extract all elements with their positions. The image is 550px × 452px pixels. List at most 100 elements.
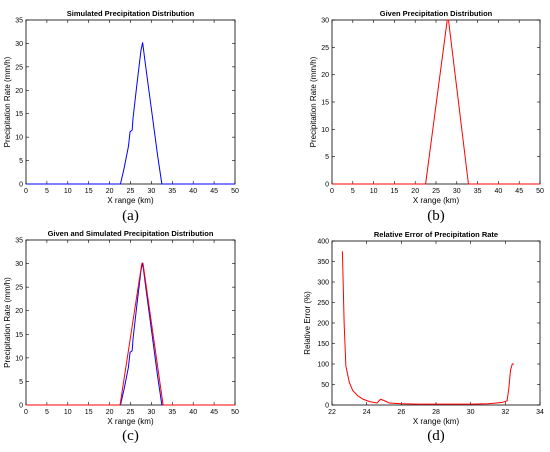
y-tick-label: 30 — [321, 18, 329, 25]
chart-title: Relative Error of Precipitation Rate — [374, 230, 498, 239]
y-tick-label: 25 — [321, 45, 329, 52]
chart-panel-1: Simulated Precipitation Distribution 0 5 10… — [3, 9, 239, 224]
x-tick-label: 30 — [148, 188, 156, 195]
x-tick-label: 5 — [351, 188, 355, 195]
y-tick-label: 20 — [15, 308, 23, 315]
series-line — [341, 251, 514, 405]
x-axis-label: X range (km) — [107, 196, 154, 205]
x-tick-label: 20 — [106, 188, 114, 195]
x-tick-label: 30 — [453, 188, 461, 195]
x-tick-label: 20 — [106, 409, 114, 416]
y-tick-label: 35 — [15, 238, 23, 245]
x-axis-label: X range (km) — [413, 417, 460, 426]
y-tick-label: 0 — [19, 403, 23, 410]
y-tick-label: 400 — [317, 239, 329, 246]
series-line — [26, 263, 235, 406]
x-tick-label: 10 — [64, 409, 72, 416]
y-tick-label: 30 — [15, 41, 23, 48]
x-tick-label: 40 — [189, 188, 197, 195]
chart-title: Given and Simulated Precipitation Distri… — [48, 229, 214, 238]
y-axis-label: Precipitation Rate (mm/h) — [3, 56, 12, 147]
panel-label: (d) — [427, 428, 445, 444]
panel-label: (b) — [427, 208, 445, 224]
x-tick-label: 50 — [231, 409, 239, 416]
x-tick-label: 5 — [45, 188, 49, 195]
y-tick-label: 15 — [15, 332, 23, 339]
plot-frame — [25, 19, 236, 185]
y-tick-label: 200 — [317, 321, 329, 328]
x-tick-label: 35 — [168, 188, 176, 195]
y-tick-label: 150 — [317, 341, 329, 348]
x-tick-label: 50 — [536, 188, 544, 195]
x-tick-label: 10 — [64, 188, 72, 195]
x-axis-label: X range (km) — [413, 196, 460, 205]
y-tick-label: 5 — [19, 158, 23, 165]
x-tick-label: 35 — [168, 409, 176, 416]
y-tick-label: 0 — [325, 403, 329, 410]
y-tick-label: 25 — [15, 64, 23, 71]
y-tick-label: 25 — [15, 285, 23, 292]
x-tick-label: 30 — [467, 409, 475, 416]
chart-panel-2: Given Precipitation Distribution 0 5 10 15 20… — [309, 9, 544, 224]
y-tick-label: 15 — [15, 111, 23, 118]
x-tick-label: 0 — [24, 409, 28, 416]
x-tick-label: 25 — [127, 188, 135, 195]
y-axis-label: Precipitation Rate (mm/h) — [309, 56, 318, 147]
y-tick-label: 0 — [325, 182, 329, 189]
y-tick-label: 15 — [321, 100, 329, 107]
y-tick-label: 5 — [325, 154, 329, 161]
series-line — [26, 42, 235, 185]
x-tick-label: 40 — [189, 409, 197, 416]
y-tick-label: 20 — [321, 72, 329, 79]
x-tick-label: 0 — [24, 188, 28, 195]
y-tick-label: 30 — [15, 261, 23, 268]
y-tick-label: 5 — [19, 379, 23, 386]
y-tick-label: 350 — [317, 259, 329, 266]
plot-frame — [331, 240, 541, 406]
y-tick-label: 50 — [321, 382, 329, 389]
x-tick-label: 28 — [432, 409, 440, 416]
y-tick-label: 10 — [15, 355, 23, 362]
y-tick-label: 300 — [317, 280, 329, 287]
x-tick-label: 40 — [495, 188, 503, 195]
x-tick-label: 0 — [330, 188, 334, 195]
chart-title: Simulated Precipitation Distribution — [67, 9, 195, 18]
x-tick-label: 15 — [391, 188, 399, 195]
y-axis-label: Precipitation Rate (mm/h) — [3, 277, 12, 368]
x-tick-label: 10 — [370, 188, 378, 195]
x-tick-label: 45 — [210, 409, 218, 416]
chart-title: Given Precipitation Distribution — [380, 9, 493, 18]
panel-label: (a) — [122, 208, 139, 224]
x-tick-label: 50 — [231, 188, 239, 195]
y-tick-label: 0 — [19, 182, 23, 189]
x-tick-label: 5 — [45, 409, 49, 416]
x-axis-label: X range (km) — [107, 417, 154, 426]
series-line — [332, 19, 540, 185]
y-tick-label: 100 — [317, 362, 329, 369]
y-axis-label: Relative Error (%) — [303, 291, 312, 355]
x-tick-label: 34 — [536, 409, 544, 416]
panel-label: (c) — [122, 428, 139, 444]
y-tick-label: 250 — [317, 300, 329, 307]
x-tick-label: 25 — [432, 188, 440, 195]
chart-panel-4: Relative Error of Precipitation Rate 22 24… — [303, 230, 544, 444]
plot-frame — [25, 239, 236, 406]
x-tick-label: 30 — [148, 409, 156, 416]
x-tick-label: 20 — [411, 188, 419, 195]
x-tick-label: 22 — [328, 409, 336, 416]
x-tick-label: 15 — [85, 188, 93, 195]
x-tick-label: 32 — [501, 409, 509, 416]
y-tick-label: 20 — [15, 88, 23, 95]
series-line — [26, 262, 235, 406]
x-tick-label: 25 — [127, 409, 135, 416]
x-tick-label: 45 — [515, 188, 523, 195]
y-tick-label: 35 — [15, 18, 23, 25]
x-tick-label: 24 — [363, 409, 371, 416]
x-tick-label: 45 — [210, 188, 218, 195]
x-tick-label: 26 — [397, 409, 405, 416]
x-tick-label: 15 — [85, 409, 93, 416]
chart-panel-3: Given and Simulated Precipitation Distri… — [3, 229, 239, 444]
y-tick-label: 10 — [321, 127, 329, 134]
y-tick-label: 10 — [15, 135, 23, 142]
